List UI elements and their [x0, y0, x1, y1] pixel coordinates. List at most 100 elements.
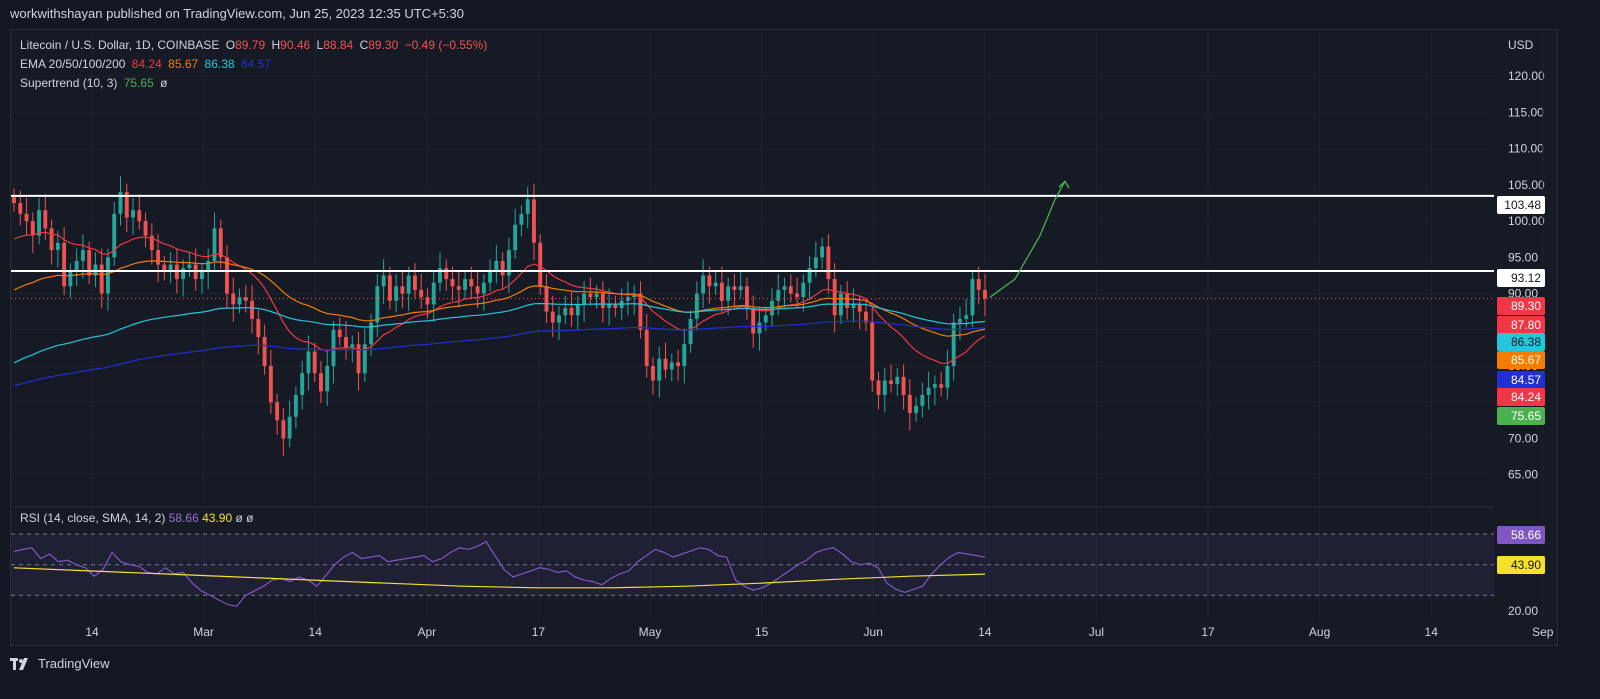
price-tag-value: 75.65	[1511, 409, 1541, 423]
candle-body	[43, 210, 48, 229]
candle-body	[425, 297, 430, 305]
footer-brand[interactable]: TradingView	[38, 656, 110, 671]
candle-body	[18, 202, 23, 214]
time-tick-label: 14	[85, 625, 99, 639]
candle-body	[939, 384, 944, 388]
candle-body	[832, 279, 837, 316]
price-tick-label: 95.00	[1508, 250, 1538, 264]
candle-body	[400, 286, 405, 294]
price-tag-value: 84.24	[1511, 390, 1541, 404]
rsi-tag-badge	[1497, 556, 1545, 574]
footer: TradingView	[10, 656, 110, 671]
candle-body	[406, 275, 411, 294]
ema100-line	[13, 302, 986, 364]
candle-body	[149, 235, 154, 251]
candle-body	[225, 257, 229, 294]
price-tag-value: 93.12	[1511, 271, 1541, 285]
ema-label: EMA 20/50/100/200	[20, 57, 126, 71]
time-tick-label: 17	[1201, 625, 1215, 639]
symbol-name[interactable]: Litecoin / U.S. Dollar, 1D, COINBASE	[20, 38, 220, 52]
candle-body	[882, 380, 887, 395]
candle-body	[387, 275, 392, 301]
candle-body	[49, 228, 54, 251]
candle-body	[694, 293, 699, 319]
candle-body	[582, 293, 587, 305]
candle-body	[162, 264, 167, 272]
symbol-legend: Litecoin / U.S. Dollar, 1D, COINBASE O89…	[20, 38, 490, 52]
candle-body	[231, 293, 236, 305]
time-tick-label: 15	[755, 625, 769, 639]
price-tag-value: 85.67	[1511, 353, 1541, 367]
rsi-tag-value: 43.90	[1511, 558, 1541, 572]
publisher-line: workwithshayan published on TradingView.…	[10, 6, 464, 21]
candle-body	[256, 318, 261, 338]
candle-body	[588, 293, 593, 298]
candle-body	[293, 394, 298, 417]
rsi-sma-value: 43.90	[202, 511, 233, 525]
candle-body	[68, 271, 73, 287]
time-tick-label: Apr	[417, 625, 436, 639]
candle-body	[795, 293, 800, 298]
high-value: 90.46	[280, 38, 311, 52]
candle-body	[538, 242, 543, 287]
candle-body	[394, 286, 399, 301]
candle-body	[331, 329, 336, 366]
candle-body	[469, 279, 474, 287]
tradingview-logo-icon	[10, 657, 32, 670]
supertrend-legend[interactable]: Supertrend (10, 3) 75.65 ø	[20, 76, 170, 90]
candle-body	[287, 416, 292, 439]
candle-body	[456, 286, 461, 290]
candle-body	[738, 286, 743, 290]
price-tick-label: 110.00	[1508, 142, 1544, 156]
candle-body	[876, 380, 881, 395]
low-value: 88.84	[323, 38, 354, 52]
candle-body	[99, 264, 104, 294]
candle-body	[281, 420, 286, 439]
candle-body	[845, 293, 850, 309]
price-tag-badge	[1497, 388, 1545, 406]
candle-body	[920, 394, 925, 406]
candle-body	[306, 351, 311, 374]
candle-body	[788, 286, 793, 294]
candle-body	[532, 199, 536, 243]
candle-body	[557, 315, 561, 323]
candle-body	[594, 293, 599, 298]
candle-body	[356, 344, 361, 374]
rsi-band	[11, 534, 1494, 596]
candle-body	[494, 260, 499, 272]
candle-body	[701, 275, 706, 294]
time-tick-label: 14	[1425, 625, 1439, 639]
candle-body	[544, 286, 549, 312]
candle-body	[187, 264, 192, 269]
candle-body	[118, 192, 123, 214]
candle-body	[412, 275, 417, 290]
candle-body	[889, 380, 893, 385]
candle-body	[970, 279, 975, 316]
rsi-value: 58.66	[168, 511, 199, 525]
ema-legend[interactable]: EMA 20/50/100/200 84.24 85.67 86.38 84.5…	[20, 57, 274, 71]
candle-body	[820, 246, 825, 258]
candle-body	[707, 275, 712, 287]
candle-body	[895, 376, 900, 385]
candle-body	[951, 322, 956, 366]
time-tick-label: 14	[978, 625, 992, 639]
candle-body	[181, 268, 186, 280]
candle-body	[613, 304, 618, 309]
close-value: 89.30	[368, 38, 399, 52]
ema100-value: 86.38	[204, 57, 235, 71]
chart-frame[interactable]	[10, 29, 1558, 646]
time-tick-label: 17	[532, 625, 546, 639]
time-tick-label: Sep	[1532, 625, 1554, 639]
candle-body	[325, 365, 330, 392]
currency-label[interactable]: USD	[1508, 38, 1534, 52]
candle-body	[719, 282, 724, 301]
rsi-legend[interactable]: RSI (14, close, SMA, 14, 2) 58.66 43.90 …	[20, 511, 253, 525]
price-tick-label: 65.00	[1508, 468, 1538, 482]
candle-body	[726, 286, 731, 301]
candle-body	[419, 289, 424, 298]
candle-body	[525, 199, 530, 214]
price-tick-label: 105.00	[1508, 178, 1545, 192]
candle-body	[463, 279, 467, 290]
price-tag-badge	[1497, 316, 1545, 334]
